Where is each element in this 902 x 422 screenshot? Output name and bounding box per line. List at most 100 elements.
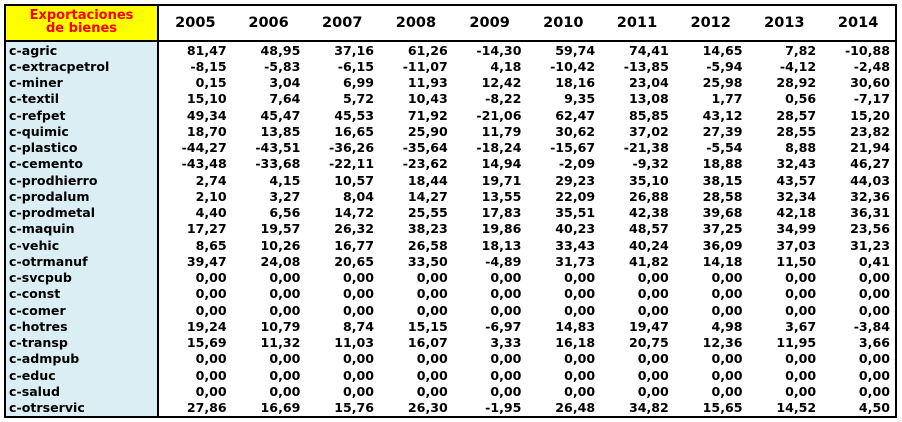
table-cell: 12,36 (702, 335, 743, 351)
table-cell: 19,71 (481, 172, 522, 188)
table-cell: -5,83 (264, 58, 301, 74)
table-cell: 17,83 (481, 205, 522, 221)
exports-table-frame: Exportaciones de bienes 2005 2006 2007 2… (4, 4, 897, 418)
table-cell: 11,79 (481, 123, 522, 139)
table-cell: 0,00 (269, 367, 301, 383)
table-cell: 27,39 (702, 123, 743, 139)
table-cell: 43,57 (776, 172, 817, 188)
row-label: c-transp (6, 334, 160, 351)
table-cell: -18,24 (476, 140, 522, 156)
table-row: c-svcpub 0,00 0,00 0,00 0,00 0,00 0,00 0,00 0,00… (6, 269, 895, 286)
year-header: 2014 (821, 6, 895, 42)
row-label: c-quimic (6, 123, 160, 140)
table-cell: 0,00 (785, 302, 817, 318)
row-label: c-miner (6, 74, 160, 91)
year-header: 2005 (158, 6, 232, 42)
table-cell: 13,08 (628, 91, 669, 107)
table-cell: 62,47 (555, 107, 596, 123)
table-cell: 8,88 (785, 140, 817, 156)
table-cell: 34,99 (776, 221, 817, 237)
table-row: c-maquin 17,27 19,57 26,32 38,23 19,86 40,23 48… (6, 220, 895, 238)
table-cell: -10,42 (550, 58, 596, 74)
table-cell: 2,74 (195, 172, 227, 188)
table-cell: 0,15 (195, 75, 227, 91)
table-cell: 0,00 (858, 351, 890, 367)
table-row: c-transp 15,69 11,32 11,03 16,07 3,33 16,18 20,… (6, 334, 895, 351)
table-cell: 0,00 (858, 367, 890, 383)
year-header: 2006 (231, 6, 306, 42)
table-cell: -14,30 (476, 42, 522, 58)
table-cell: 0,00 (564, 286, 596, 302)
table-cell: 10,57 (334, 172, 375, 188)
row-label: c-prodalum (6, 188, 160, 205)
row-label: c-svcpub (6, 269, 160, 286)
table-cell: 11,50 (776, 253, 817, 269)
table-cell: 0,00 (711, 302, 743, 318)
table-cell: 32,43 (776, 156, 817, 172)
table-cell: 8,65 (195, 237, 227, 253)
table-cell: 30,60 (850, 75, 890, 91)
table-cell: 2,10 (195, 188, 227, 204)
table-cell: 4,50 (858, 400, 890, 416)
table-cell: 31,23 (850, 237, 890, 253)
table-cell: 5,72 (343, 91, 375, 107)
table-cell: -6,97 (485, 318, 522, 334)
table-cell: 12,42 (481, 75, 522, 91)
table-cell: 14,72 (334, 205, 375, 221)
table-cell: 0,00 (269, 302, 301, 318)
table-cell: 30,62 (555, 123, 596, 139)
table-cell: 18,13 (481, 237, 522, 253)
table-cell: -36,26 (329, 140, 375, 156)
corner-header: Exportaciones de bienes (6, 6, 160, 42)
table-cell: 0,00 (711, 383, 743, 399)
table-cell: 40,24 (628, 237, 669, 253)
table-cell: 0,00 (564, 367, 596, 383)
table-cell: 39,68 (702, 205, 743, 221)
table-cell: 0,00 (785, 351, 817, 367)
table-cell: 23,56 (850, 221, 890, 237)
table-cell: 35,10 (628, 172, 669, 188)
row-label: c-comer (6, 302, 160, 319)
row-label: c-textil (6, 90, 160, 108)
table-cell: 0,00 (785, 367, 817, 383)
table-cell: 24,08 (260, 253, 301, 269)
table-cell: 40,23 (555, 221, 596, 237)
table-cell: 0,00 (637, 351, 669, 367)
table-cell: -3,84 (853, 318, 890, 334)
table-cell: 32,34 (776, 188, 817, 204)
table-cell: 11,95 (776, 335, 817, 351)
table-cell: 4,40 (195, 205, 227, 221)
table-cell: 7,82 (785, 42, 817, 58)
table-cell: 33,50 (407, 253, 448, 269)
table-cell: 0,00 (711, 351, 743, 367)
table-cell: -7,17 (853, 91, 890, 107)
table-cell: 61,26 (407, 42, 448, 58)
table-cell: 0,00 (416, 367, 448, 383)
table-cell: 45,47 (260, 107, 301, 123)
table-cell: 0,00 (195, 286, 227, 302)
table-cell: -23,62 (402, 156, 448, 172)
table-cell: 0,00 (269, 383, 301, 399)
table-cell: 0,00 (564, 270, 596, 286)
table-cell: 0,56 (785, 91, 817, 107)
table-cell: 23,82 (850, 123, 890, 139)
table-cell: 3,67 (785, 318, 817, 334)
table-cell: 36,09 (702, 237, 743, 253)
table-cell: 26,88 (628, 188, 669, 204)
row-label: c-cemento (6, 155, 160, 173)
row-label: c-prodhierro (6, 172, 160, 189)
table-row: c-quimic 18,70 13,85 16,65 25,90 11,79 30,62 37… (6, 123, 895, 140)
table-cell: 14,94 (481, 156, 522, 172)
table-cell: 0,00 (490, 367, 522, 383)
table-cell: 16,69 (260, 400, 301, 416)
table-cell: -33,68 (255, 156, 301, 172)
table-cell: 8,74 (343, 318, 375, 334)
corner-line-2: de bienes (45, 21, 118, 36)
table-cell: 71,92 (407, 107, 448, 123)
table-cell: -1,95 (485, 400, 522, 416)
table-cell: -4,12 (779, 58, 817, 74)
table-cell: -43,51 (255, 140, 301, 156)
table-row: c-comer 0,00 0,00 0,00 0,00 0,00 0,00 0,00 0,00 0… (6, 302, 895, 319)
table-cell: 37,02 (628, 123, 669, 139)
table-cell: 0,00 (564, 302, 596, 318)
